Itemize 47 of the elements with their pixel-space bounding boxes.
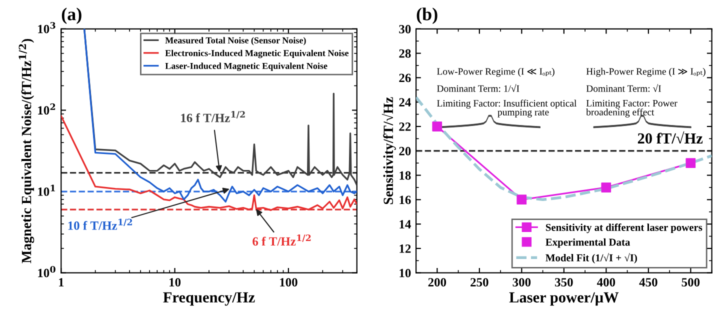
y-tick-label: 28 <box>399 49 411 58</box>
annotation: Low-Power Regime (I ≪ Iₒₚₜ) <box>437 68 554 77</box>
x-tick-label: 450 <box>639 278 658 287</box>
annotation: Limiting Factor: Power broadening effect <box>586 100 678 118</box>
x-tick-label: 300 <box>512 278 531 287</box>
x-axis-title: Laser power/μW <box>509 292 619 306</box>
x-tick-label: 400 <box>596 278 616 287</box>
legend-label: Laser-Induced Magnetic Equivalent Noise <box>165 62 328 71</box>
annotation: Dominant Term: 1/√I <box>437 84 520 92</box>
y-tick-label: 10$^{3}$ <box>38 22 56 34</box>
y-tick-label: 10$^{1}$ <box>38 184 55 196</box>
annotation: Dominant Term: √I <box>586 84 661 92</box>
y-tick-label: 18 <box>400 171 411 180</box>
x-tick-label: 10 <box>170 278 181 287</box>
legend-label: Measured Total Noise (Sensor Noise) <box>165 37 306 46</box>
annotation: 6 f T/Hz$^{1/2}$ <box>252 234 311 246</box>
y-tick-label: 12 <box>400 244 411 253</box>
y-tick-label: 10$^{0}$ <box>38 266 56 278</box>
x-tick-label: 100 <box>280 278 298 287</box>
y-axis-title: Sensitivity/fT/√Hz <box>382 97 396 204</box>
y-tick-label: 22 <box>399 122 411 131</box>
x-tick-label: 350 <box>555 278 573 287</box>
chart-title: (b) <box>416 8 438 24</box>
y-tick-label: 24 <box>399 98 411 106</box>
y-tick-label: 14 <box>400 220 411 228</box>
y-tick-label: 26 <box>399 74 411 82</box>
annotation: 10 f T/Hz$^{1/2}$ <box>68 218 132 230</box>
y-tick-label: 30 <box>399 24 411 34</box>
y-tick-label: 10$^{2}$ <box>38 103 56 115</box>
legend-label: Electronics-Induced Magnetic Equivalent Noise <box>165 50 349 58</box>
annotation: Limiting Factor: Insufficient optical pumping rate <box>437 100 577 118</box>
y-tick-label: 16 <box>400 196 411 204</box>
x-tick-label: 1 <box>58 278 64 286</box>
annotation: High-Power Regime (I ≫ Iₒₚₜ) <box>586 68 706 77</box>
x-tick-label: 200 <box>428 278 446 287</box>
legend-label: Sensitivity at different laser powers <box>546 224 702 234</box>
y-axis-title: Magnetic Equivalent Noise/(fT/Hz$^{1/2}$) <box>18 38 34 264</box>
y-tick-label: 10 <box>400 268 411 278</box>
legend-label: Model Fit (1/√I + √I) <box>546 253 637 264</box>
legend-label: Experimental Data <box>546 238 630 248</box>
x-axis-title: Frequency/Hz <box>163 292 255 306</box>
y-tick-label: 20 <box>399 146 411 156</box>
ref-line-label: 20 fT/√Hz <box>638 131 703 144</box>
annotation: 16 f T/Hz$^{1/2}$ <box>181 111 245 122</box>
chart-title: (a) <box>62 8 82 24</box>
x-tick-label: 250 <box>470 278 488 287</box>
x-tick-label: 500 <box>682 278 700 287</box>
